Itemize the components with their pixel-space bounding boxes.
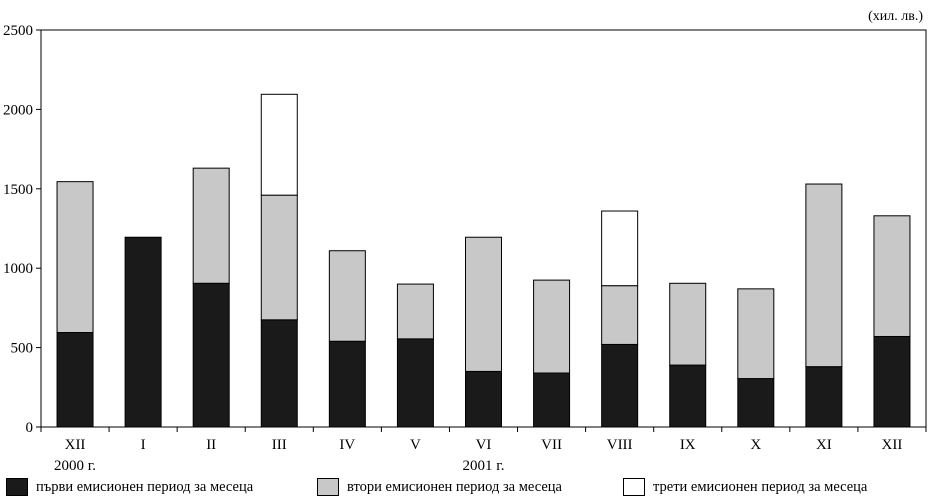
bars: [56, 93, 911, 428]
legend: първи емисионен период за месеца втори е…: [0, 474, 932, 498]
x-year-label: 2000 г.: [54, 458, 96, 474]
bar-segment-first-period: [669, 364, 707, 428]
bar-segment-second-period: [328, 250, 366, 342]
legend-label-third-period: трети емисионен период за месеца: [653, 478, 868, 495]
x-tick-label: IV: [339, 437, 355, 453]
y-tick-label: 0: [26, 420, 34, 436]
bar-segment-first-period: [192, 282, 230, 428]
bar-segment-second-period: [56, 181, 94, 334]
bar-segment-second-period: [396, 283, 434, 340]
bar-segment-third-period: [260, 93, 298, 196]
bar-segment-second-period: [805, 183, 843, 368]
legend-label-first-period: първи емисионен период за месеца: [36, 478, 254, 495]
y-tick-label: 2500: [3, 23, 33, 39]
x-tick-label: II: [206, 437, 216, 453]
bar-segment-second-period: [192, 167, 230, 284]
x-tick-label: XI: [816, 437, 832, 453]
bar-segment-first-period: [328, 340, 366, 428]
legend-label-second-period: втори емисионен период за месеца: [347, 478, 562, 495]
x-tick-label: XII: [65, 437, 86, 453]
bar-segment-first-period: [260, 319, 298, 428]
bar-segment-second-period: [260, 194, 298, 321]
legend-item-third-period: трети емисионен период за месеца: [623, 477, 867, 497]
y-tick-label: 2000: [3, 102, 33, 118]
legend-item-first-period: първи емисионен период за месеца: [6, 477, 253, 497]
bar-segment-first-period: [737, 378, 775, 428]
bar-segment-second-period: [465, 236, 502, 372]
bar-segment-first-period: [805, 366, 843, 428]
x-year-label: 2001 г.: [463, 458, 505, 474]
legend-swatch-first-period: [6, 478, 28, 496]
bar-segment-second-period: [601, 285, 639, 345]
legend-swatch-third-period: [623, 478, 645, 496]
legend-item-second-period: втори емисионен период за месеца: [317, 477, 562, 497]
x-tick-label: I: [141, 437, 146, 453]
x-tick-label: X: [750, 437, 761, 453]
x-tick-label: V: [410, 437, 421, 453]
x-tick-label: VI: [476, 437, 492, 453]
bar-segment-second-period: [533, 279, 571, 374]
unit-label: (хил. лв.): [868, 9, 923, 24]
x-tick-label: III: [272, 437, 287, 453]
x-tick-label: XII: [882, 437, 903, 453]
bar-segment-first-period: [601, 343, 639, 428]
bar-segment-first-period: [873, 335, 911, 428]
bar-segment-second-period: [873, 215, 911, 337]
y-axis: 0 500 1000 1500 2000 2500: [3, 23, 41, 436]
x-tick-label: VII: [541, 437, 562, 453]
bar-segment-first-period: [396, 338, 434, 428]
y-tick-label: 1500: [3, 182, 33, 198]
bar-segment-first-period: [56, 332, 94, 428]
x-tick-label: VIII: [607, 437, 633, 453]
bar-segment-first-period: [465, 370, 502, 428]
legend-swatch-second-period: [317, 478, 339, 496]
y-tick-label: 1000: [3, 261, 33, 277]
y-tick-label: 500: [11, 341, 34, 357]
bar-segment-first-period: [124, 236, 162, 428]
bar-segment-second-period: [737, 288, 775, 380]
bar-segment-first-period: [533, 372, 571, 428]
x-tick-label: IX: [680, 437, 696, 453]
bar-segment-third-period: [601, 210, 639, 287]
bar-segment-second-period: [669, 282, 707, 366]
